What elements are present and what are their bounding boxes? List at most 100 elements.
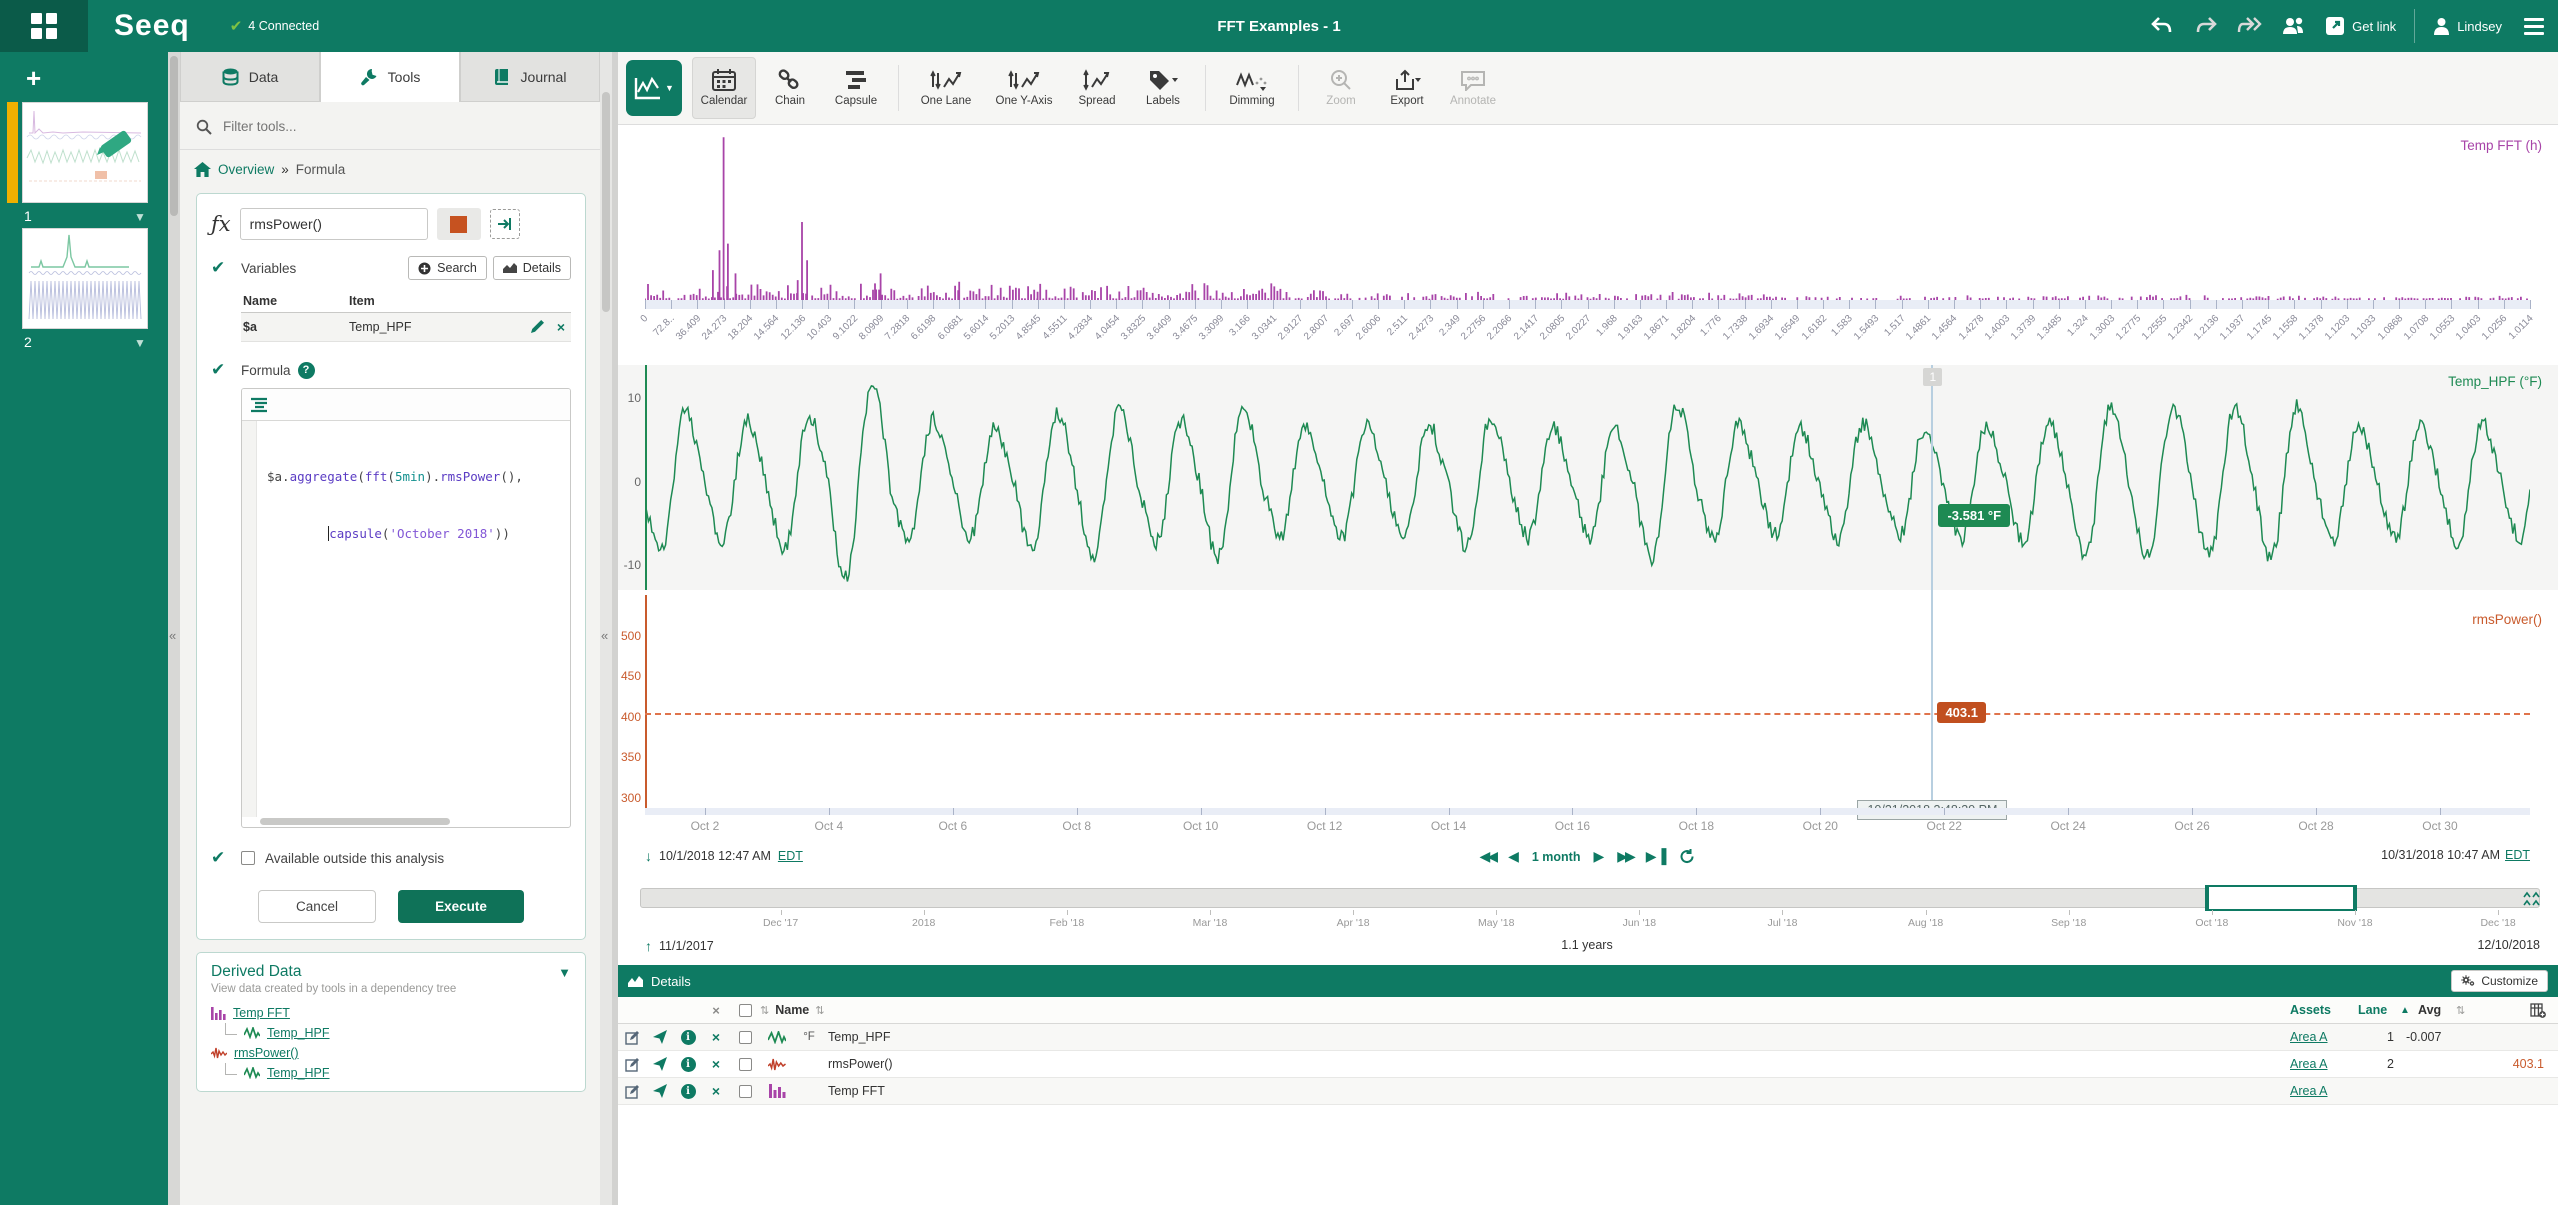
worksheet-1-chevron-down-icon[interactable]: ▼ (134, 210, 146, 224)
format-lines-icon[interactable] (250, 397, 268, 413)
toolbar-zoom-button[interactable]: Zoom (1309, 57, 1373, 119)
remove-variable-icon[interactable]: × (556, 319, 565, 335)
details-row-temp-hpf[interactable]: i × °F Temp_HPF Area A 1 -0.007 (618, 1024, 2558, 1051)
sort-icon[interactable]: ⇅ (815, 1004, 825, 1017)
details-row-temp-fft[interactable]: i × Temp FFT Area A (618, 1078, 2558, 1105)
collapse-rail-handle[interactable]: « (169, 628, 177, 643)
breadcrumb-overview[interactable]: Overview (218, 162, 275, 177)
lane-column-header[interactable]: Lane (2358, 1003, 2388, 1017)
code-horizontal-scrollbar[interactable] (260, 818, 451, 825)
tree-link[interactable]: Temp_HPF (267, 1066, 330, 1080)
worksheet-thumbnail-2[interactable] (22, 228, 148, 329)
range-start[interactable]: ↓ 10/1/2018 12:47 AM EDT (645, 848, 803, 864)
row-checkbox[interactable] (738, 1057, 752, 1071)
sort-icon[interactable]: ⇅ (2456, 1004, 2466, 1017)
avg-column-header[interactable]: Avg (2418, 1003, 2442, 1017)
hamburger-menu-button[interactable] (2520, 14, 2548, 39)
range-end-tz[interactable]: EDT (2505, 848, 2530, 862)
derived-collapse-chevron-icon[interactable]: ▼ (558, 964, 571, 980)
remove-item-icon[interactable]: × (711, 1029, 721, 1045)
time-axis[interactable]: Oct 2 Oct 4 Oct 6 Oct 8 Oct 10 Oct 12 Oct 14 Oc… (645, 808, 2530, 844)
collapse-tools-handle[interactable]: « (601, 628, 609, 643)
home-icon[interactable] (194, 162, 211, 177)
step-forward-fast-button[interactable]: ▶▶ (1617, 848, 1635, 864)
row-asset-link[interactable]: Area A (2290, 1030, 2328, 1044)
lane-sort-asc-icon[interactable]: ▲ (2400, 1004, 2410, 1016)
available-checkbox[interactable] (241, 851, 255, 865)
chart-cursor-line[interactable] (1931, 365, 1934, 808)
step-to-end-button[interactable]: ▶▐ (1645, 848, 1667, 864)
edit-variable-pencil-icon[interactable] (530, 319, 545, 333)
range-end[interactable]: 10/31/2018 10:47 AM EDT (2381, 848, 2530, 862)
add-column-icon[interactable] (2530, 1003, 2546, 1018)
tree-link[interactable]: rmsPower() (234, 1046, 299, 1060)
assets-column-header[interactable]: Assets (2290, 1003, 2331, 1017)
connection-status[interactable]: ✔ 4 Connected (230, 17, 319, 35)
variables-details-button[interactable]: Details (492, 256, 571, 280)
toolbar-annotate-button[interactable]: Annotate (1441, 57, 1505, 119)
row-checkbox[interactable] (738, 1030, 752, 1044)
formula-name-input[interactable] (239, 208, 428, 240)
color-swatch-button[interactable] (436, 208, 481, 240)
temp-hpf-chart[interactable] (645, 365, 2530, 590)
redo-button[interactable] (2193, 13, 2219, 39)
execute-button[interactable]: Execute (398, 890, 524, 923)
variables-search-button[interactable]: Search (408, 256, 487, 280)
toolbar-chain-button[interactable]: Chain (758, 57, 822, 119)
toolbar-calendar-button[interactable]: Calendar (692, 57, 756, 119)
row-asset-link[interactable]: Area A (2290, 1057, 2328, 1071)
add-worksheet-button[interactable]: + (26, 63, 42, 93)
scrubber-selection[interactable] (2204, 885, 2357, 911)
toolbar-one-y-axis-button[interactable]: One Y-Axis (985, 57, 1063, 119)
forward-history-button[interactable] (2237, 13, 2263, 39)
full-range-start[interactable]: ↑ 11/1/2017 (645, 938, 714, 954)
rms-lane-label[interactable]: rmsPower() (2472, 612, 2542, 627)
info-icon[interactable]: i (680, 1056, 696, 1072)
range-start-tz[interactable]: EDT (777, 849, 803, 863)
rms-threshold-line[interactable] (645, 713, 2530, 716)
tab-tools[interactable]: Tools (320, 52, 460, 102)
tab-journal[interactable]: Journal (460, 52, 600, 102)
temp-lane-label[interactable]: Temp_HPF (°F) (2448, 374, 2542, 389)
user-menu[interactable]: Lindsey (2433, 17, 2502, 35)
rail-scrollbar[interactable] (168, 52, 180, 1205)
tree-link[interactable]: Temp_HPF (267, 1026, 330, 1040)
selection-right-handle[interactable] (2352, 885, 2357, 911)
cancel-button[interactable]: Cancel (258, 890, 376, 923)
row-name[interactable]: Temp_HPF (828, 1030, 891, 1044)
select-all-checkbox[interactable] (738, 1003, 752, 1017)
send-item-icon[interactable] (653, 1084, 667, 1098)
formula-code[interactable]: $a.aggregate(fft(5min).rmsPower(), capsu… (267, 469, 523, 541)
toolbar-labels-button[interactable]: Labels (1131, 57, 1195, 119)
remove-item-icon[interactable]: × (711, 1083, 721, 1099)
app-switcher-button[interactable] (0, 0, 88, 52)
view-mode-button[interactable]: ▼ (626, 60, 682, 116)
toolbar-dimming-button[interactable]: Dimming (1216, 57, 1288, 119)
filter-tools-input[interactable] (221, 118, 521, 135)
remove-item-icon[interactable]: × (711, 1056, 721, 1072)
scrubber-chart-toggle-icon[interactable] (2523, 890, 2541, 906)
refresh-icon[interactable] (1679, 849, 1694, 864)
remove-all-icon[interactable]: × (712, 1002, 720, 1018)
toolbar-export-button[interactable]: Export (1375, 57, 1439, 119)
formula-help-icon[interactable]: ? (297, 361, 315, 379)
row-name[interactable]: rmsPower() (828, 1057, 893, 1071)
fft-lane-label[interactable]: Temp FFT (h) (2460, 138, 2542, 153)
worksheet-thumbnail-1[interactable] (22, 102, 148, 203)
timeline-scrubber[interactable] (640, 885, 2541, 911)
step-back-fast-button[interactable]: ◀◀ (1479, 848, 1498, 864)
worksheet-2-chevron-down-icon[interactable]: ▼ (134, 336, 146, 350)
toolbar-one-lane-button[interactable]: One Lane (909, 57, 983, 119)
selection-left-handle[interactable] (2204, 885, 2209, 911)
send-item-icon[interactable] (653, 1030, 667, 1044)
row-checkbox[interactable] (738, 1084, 752, 1098)
toolbar-capsule-button[interactable]: Capsule (824, 57, 888, 119)
users-button[interactable] (2281, 13, 2307, 39)
edit-item-icon[interactable] (624, 1084, 640, 1099)
edit-item-icon[interactable] (624, 1030, 640, 1045)
step-forward-button[interactable]: ▶ (1593, 848, 1605, 864)
step-size-label[interactable]: 1 month (1531, 849, 1581, 864)
undo-button[interactable] (2149, 13, 2175, 39)
formula-editor[interactable]: $a.aggregate(fft(5min).rmsPower(), capsu… (241, 388, 571, 828)
edit-item-icon[interactable] (624, 1057, 640, 1072)
